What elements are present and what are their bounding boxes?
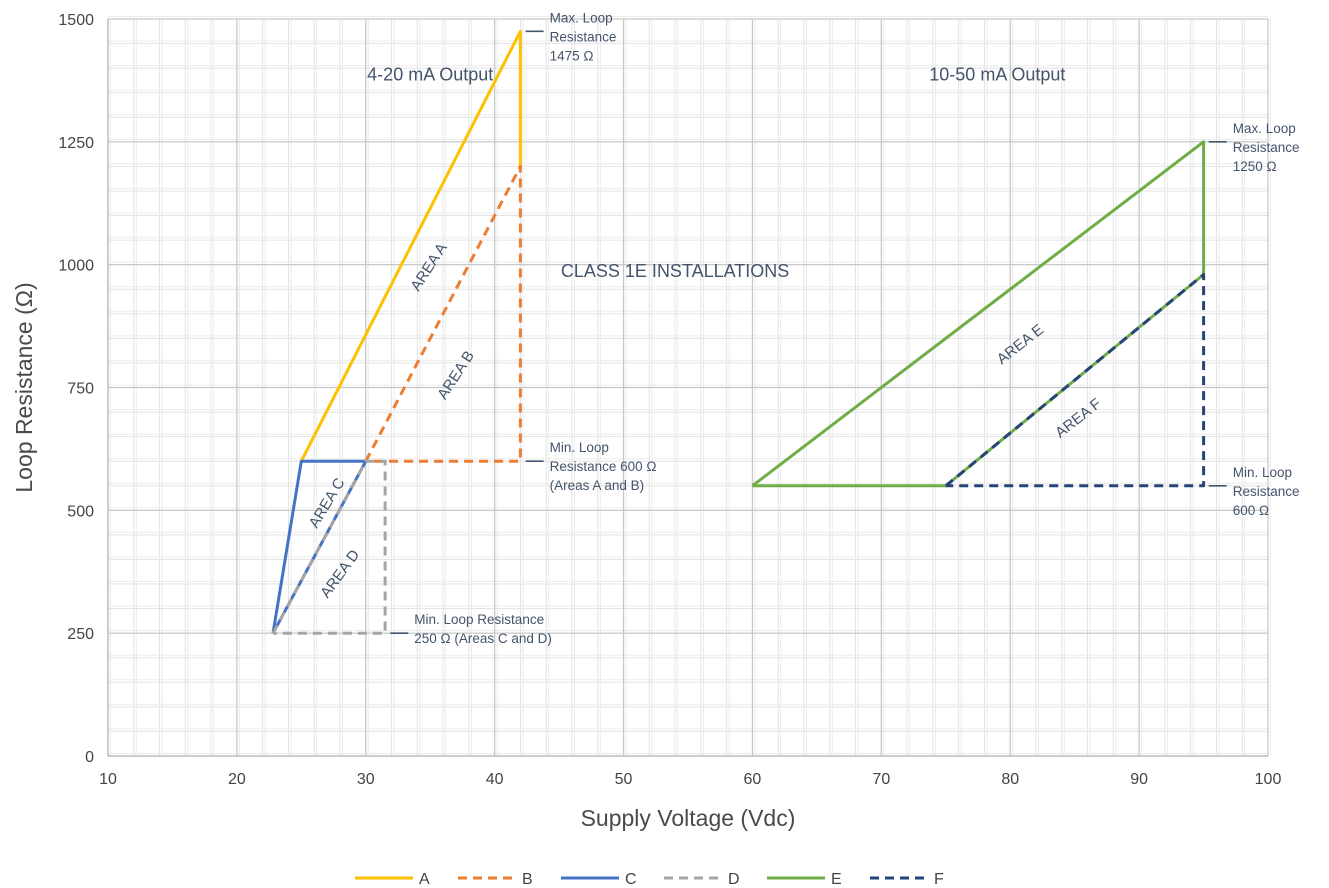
annotation-text: 1475 Ω — [550, 48, 594, 63]
legend-label: D — [728, 871, 740, 888]
x-tick-label: 70 — [872, 771, 890, 788]
y-tick-label: 1500 — [58, 12, 94, 29]
series-lines — [271, 29, 1206, 635]
annotation-text: Resistance — [550, 29, 617, 44]
x-tick-label: 30 — [357, 771, 375, 788]
legend-label: F — [934, 871, 944, 888]
legend: A B C D E F — [355, 871, 944, 888]
axes — [107, 19, 1268, 757]
legend-label: E — [831, 871, 842, 888]
y-tick-label: 1250 — [58, 135, 94, 152]
legend-label: A — [419, 871, 430, 888]
legend-label: B — [522, 871, 533, 888]
y-tick-label: 750 — [67, 381, 94, 398]
annotation-text: Resistance 600 Ω — [550, 459, 657, 474]
x-tick-label: 100 — [1255, 771, 1282, 788]
x-tick-label: 10 — [99, 771, 117, 788]
annotation-text: 250 Ω (Areas C and D) — [414, 631, 552, 646]
annotation-text: Min. Loop — [1233, 465, 1292, 480]
y-tick-label: 0 — [85, 749, 94, 766]
region-label: CLASS 1E INSTALLATIONS — [561, 261, 789, 281]
series-line-a — [299, 29, 522, 462]
y-tick-label: 250 — [67, 626, 94, 643]
annotation-text: Resistance — [1233, 140, 1300, 155]
series-line-f — [944, 273, 1206, 488]
annotation-text: Resistance — [1233, 484, 1300, 499]
series-line-b — [364, 164, 522, 463]
region-label: 4-20 mA Output — [367, 64, 493, 84]
x-tick-label: 20 — [228, 771, 246, 788]
region-label: 10-50 mA Output — [929, 64, 1065, 84]
annotation-text: Min. Loop Resistance — [414, 612, 544, 627]
y-axis-title: Loop Resistance (Ω) — [11, 282, 37, 492]
series-line-d — [271, 459, 387, 635]
x-axis-title: Supply Voltage (Vdc) — [581, 805, 796, 831]
x-tick-label: 50 — [615, 771, 633, 788]
x-tick-label: 40 — [486, 771, 504, 788]
y-tick-label: 500 — [67, 503, 94, 520]
legend-label: C — [625, 871, 637, 888]
x-tick-label: 80 — [1001, 771, 1019, 788]
tick-labels: 10 20 30 40 50 60 70 80 90 1000250500750100012501… — [11, 12, 1281, 831]
annotation-text: Max. Loop — [1233, 121, 1296, 136]
annotation-text: Min. Loop — [550, 440, 609, 455]
annotation-leaders — [390, 30, 1227, 634]
x-tick-label: 60 — [744, 771, 762, 788]
x-tick-label: 90 — [1130, 771, 1148, 788]
annotation-text: 1250 Ω — [1233, 159, 1277, 174]
annotation-text: 600 Ω — [1233, 503, 1269, 518]
y-tick-label: 1000 — [58, 258, 94, 275]
annotation-text: Max. Loop — [550, 10, 613, 25]
annotation-text: (Areas A and B) — [550, 478, 645, 493]
